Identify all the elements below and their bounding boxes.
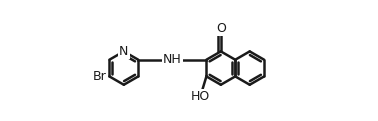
Text: O: O bbox=[216, 22, 226, 35]
Text: Br: Br bbox=[93, 70, 107, 83]
Text: HO: HO bbox=[191, 90, 210, 103]
Text: N: N bbox=[119, 45, 129, 58]
Text: NH: NH bbox=[163, 53, 182, 66]
